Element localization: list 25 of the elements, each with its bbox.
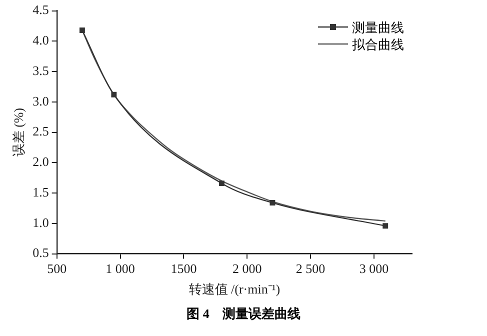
legend-label: 测量曲线 bbox=[352, 18, 404, 36]
y-tick-label: 1.5 bbox=[32, 184, 49, 200]
x-axis-title: 转速值 /(r·min⁻¹) bbox=[188, 282, 280, 297]
y-tick-label: 4.0 bbox=[32, 32, 49, 48]
point bbox=[219, 180, 224, 186]
y-tick-label: 3.0 bbox=[32, 93, 49, 108]
legend-label: 拟合曲线 bbox=[352, 36, 404, 53]
y-tick-label: 2.0 bbox=[32, 154, 49, 170]
point bbox=[111, 92, 117, 98]
x-tick-label: 2 000 bbox=[232, 261, 262, 276]
x-tick-label: 500 bbox=[47, 261, 67, 276]
x-tick-label: 3 000 bbox=[359, 261, 389, 276]
x-tick-label: 1 000 bbox=[106, 261, 135, 276]
y-tick-label: 1.0 bbox=[32, 214, 49, 230]
point bbox=[382, 223, 388, 229]
y-tick-label: 4.5 bbox=[32, 2, 49, 18]
caption: 图 4 测量误差曲线 bbox=[186, 305, 302, 323]
point bbox=[79, 28, 85, 33]
x-tick-label: 2 500 bbox=[296, 261, 326, 276]
y-tick-label: 3.5 bbox=[32, 62, 49, 78]
x-tick-label: 1500 bbox=[170, 261, 197, 276]
y-tick-label: 0.5 bbox=[32, 245, 49, 260]
y-tick-label: 2.5 bbox=[32, 124, 49, 139]
point bbox=[270, 200, 276, 206]
y-axis-title: 误差 (%) bbox=[11, 108, 26, 157]
